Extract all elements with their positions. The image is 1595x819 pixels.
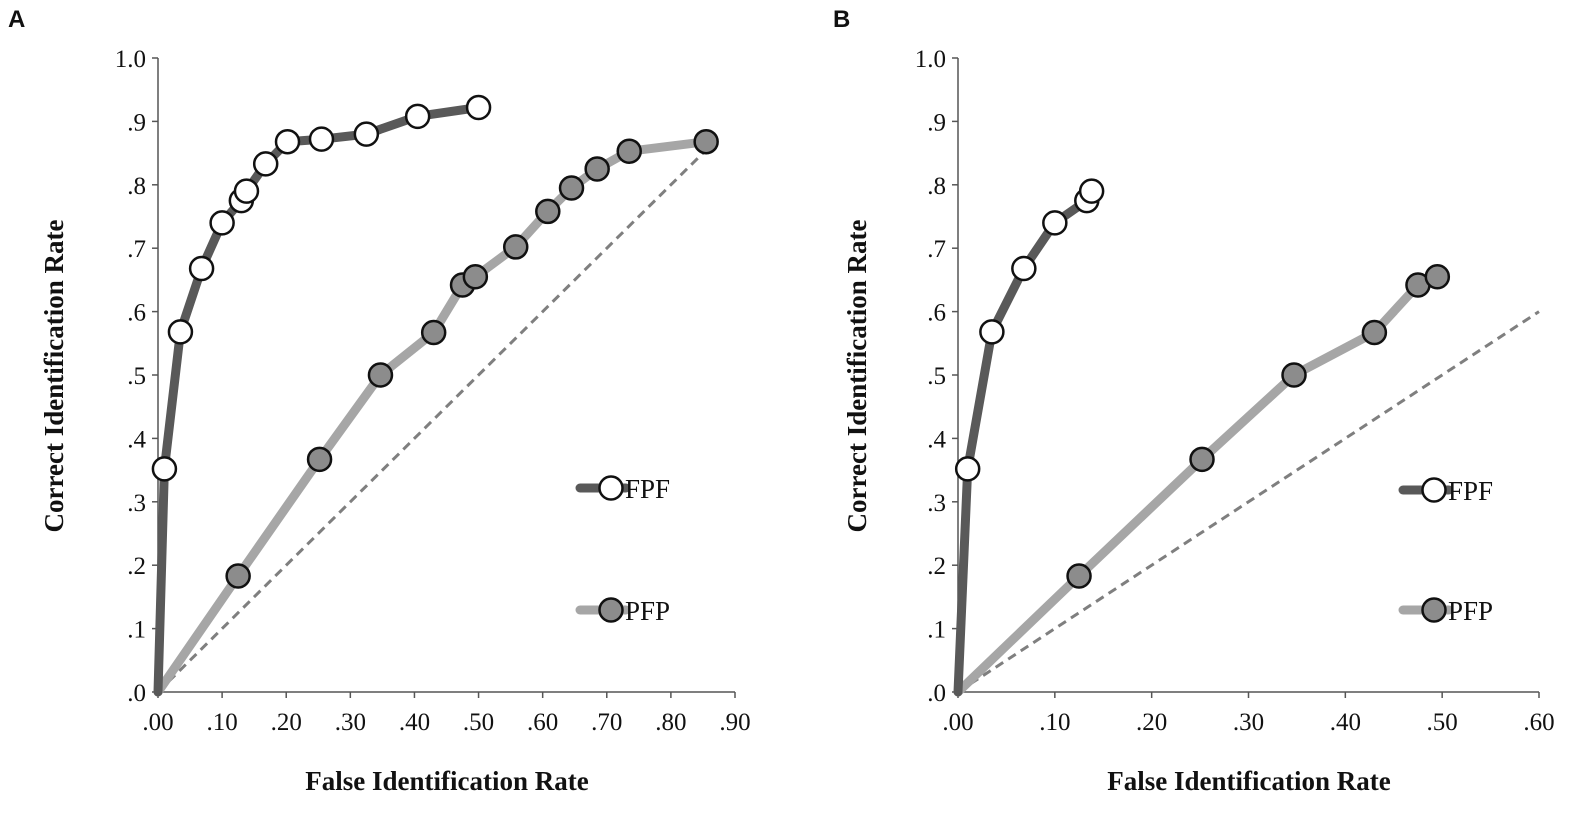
legend-pfp-swatch-marker — [598, 597, 624, 623]
panel-b-y-tick-label: .2 — [927, 553, 946, 580]
panel-a-fpf-point — [209, 210, 235, 236]
panel-a-x-axis-title: False Identification Rate — [305, 766, 588, 796]
panel-b-x-tick-label: .60 — [1523, 709, 1554, 736]
panel-a-pfp-point — [535, 198, 561, 225]
panel-a-fpf-point — [274, 128, 301, 155]
panel-a-x-tick-label: .20 — [271, 709, 302, 736]
panel-a-y-tick-label: .3 — [127, 490, 146, 517]
panel-b-y-axis-title: Correct Identification Rate — [842, 220, 872, 533]
panel-a-pfp-point — [420, 319, 447, 346]
panel-a-pfp-point — [558, 175, 585, 201]
panel-a-legend: FPF PFP — [575, 474, 670, 626]
panel-a-fpf-point — [252, 151, 279, 177]
legend-fpf-swatch-marker — [598, 475, 624, 501]
panel-b-pfp-point — [1066, 563, 1092, 589]
legend-fpf-swatch-marker — [1421, 477, 1447, 503]
panel-b-x-tick-label: .30 — [1233, 709, 1264, 736]
panel-b-x-tick-label: .20 — [1136, 709, 1167, 736]
panel-b-fpf-point — [979, 319, 1005, 345]
panel-a-fpf-point — [308, 126, 335, 152]
panel-b-chance-line — [957, 310, 1540, 694]
panel-b-pfp-point — [1189, 446, 1215, 473]
panel-a-y-tick-label: .2 — [127, 553, 146, 580]
panel-a-pfp-point — [367, 362, 394, 388]
panel-a-y-axis-title: Correct Identification Rate — [39, 220, 69, 533]
legend-pfp-label: PFP — [625, 596, 670, 626]
panel-b-y-tick-label: .4 — [927, 426, 946, 453]
panel-b-y-tick-label: .3 — [927, 490, 946, 517]
panel-a-pfp-point — [306, 446, 333, 473]
panel-b-y-tick-label: 1.0 — [915, 46, 946, 73]
panel-b-pfp-point — [1424, 263, 1451, 290]
panel-a-pfp-point — [502, 234, 529, 260]
panel-a-chance-line — [156, 152, 704, 694]
panel-b-y-tick-label: .7 — [927, 236, 946, 263]
panel-a-pfp-point — [693, 128, 719, 155]
panel-a-fpf-point — [353, 121, 380, 147]
panel-a-fpf-point — [233, 178, 260, 204]
panel-b-fpf-point — [1078, 178, 1105, 204]
panel-a: A Correct Identification Rate False Iden… — [8, 6, 751, 796]
panel-a-x-tick-label: .10 — [206, 709, 237, 736]
legend-fpf-label: FPF — [1448, 476, 1493, 506]
panel-a-x-tick-label: .60 — [527, 709, 558, 736]
panel-b-x-tick-label: .40 — [1330, 709, 1361, 736]
legend-fpf-label: FPF — [625, 474, 670, 504]
panel-a-fpf-point — [151, 456, 178, 482]
panel-a-fpf-line — [153, 103, 484, 697]
panel-a-x-tick-label: .70 — [591, 709, 622, 736]
panel-b-x-tick-label: .00 — [942, 709, 973, 736]
panel-a-y-tick-label: .7 — [127, 236, 146, 263]
panel-a-y-tick-label: .8 — [127, 173, 146, 200]
panel-a-x-tick-label: .80 — [655, 709, 686, 736]
panel-b-y-tick-label: .8 — [927, 173, 946, 200]
panel-b-legend: FPF PFP — [1398, 476, 1493, 626]
panel-b-x-tick-label: .10 — [1039, 709, 1070, 736]
panel-a-y-tick-label: .5 — [127, 363, 146, 390]
panel-a-y-tick-label: 1.0 — [115, 46, 146, 73]
panel-b-y-tick-label: .0 — [927, 680, 946, 707]
panel-a-pfp-point — [225, 563, 251, 589]
panel-b-y-tick-label: .6 — [927, 300, 946, 327]
panel-b: B Correct Identification Rate False Iden… — [833, 6, 1555, 796]
panel-b-y-tick-label: .5 — [927, 363, 946, 390]
panel-b-fpf-point — [954, 456, 981, 482]
panel-label-a: A — [8, 6, 25, 33]
panel-b-fpf-point — [1042, 210, 1068, 236]
panel-a-x-tick-label: .30 — [335, 709, 366, 736]
panel-a-y-tick-label: .0 — [127, 680, 146, 707]
panel-a-x-tick-label: .90 — [719, 709, 750, 736]
panel-b-x-axis-title: False Identification Rate — [1107, 766, 1390, 796]
panel-b-pfp-point — [1281, 362, 1307, 388]
panel-b-y-tick-label: .1 — [927, 617, 946, 644]
panel-b-fpf-point — [1011, 255, 1037, 282]
panel-label-b: B — [833, 6, 850, 33]
panel-a-y-tick-label: .4 — [127, 426, 146, 453]
panel-b-x-tick-label: .50 — [1427, 709, 1458, 736]
panel-a-x-tick-label: .40 — [399, 709, 430, 736]
panel-a-y-tick-label: .1 — [127, 617, 146, 644]
legend-pfp-label: PFP — [1448, 596, 1493, 626]
panel-b-pfp-point — [1361, 319, 1388, 346]
panel-a-y-tick-label: .6 — [127, 300, 146, 327]
panel-a-fpf-point — [404, 103, 431, 130]
panel-b-y-tick-label: .9 — [927, 109, 946, 136]
panel-a-x-tick-label: .00 — [142, 709, 173, 736]
panel-a-fpf-point — [167, 319, 194, 345]
panel-a-fpf-point — [188, 255, 215, 282]
panel-a-y-tick-label: .9 — [127, 109, 146, 136]
panel-a-fpf-point — [465, 94, 492, 121]
panel-a-pfp-point — [584, 156, 610, 182]
panel-a-pfp-point — [462, 263, 489, 290]
legend-pfp-swatch-marker — [1421, 597, 1447, 623]
panel-a-pfp-point — [616, 138, 642, 164]
panel-a-x-tick-label: .50 — [463, 709, 494, 736]
